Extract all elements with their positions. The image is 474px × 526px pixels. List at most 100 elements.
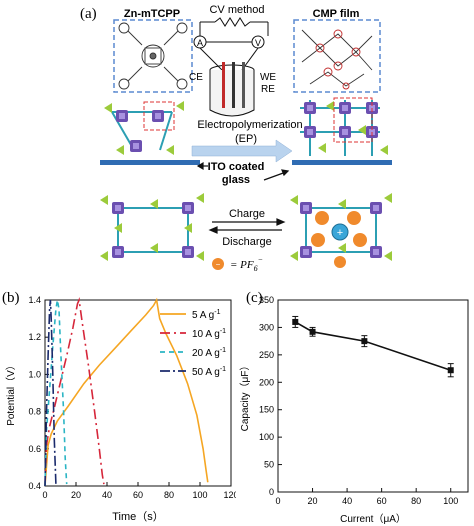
- gcd-chart: (b) 0.4 0.6 0.8 1.0 1.2 1.4 0 20 40 60 80 100 120 5…: [2, 290, 236, 523]
- x-tick-label: 100: [192, 490, 207, 500]
- ep-arrow: [191, 139, 293, 163]
- y-tick-label: 1.4: [28, 295, 41, 305]
- panel-c-label: (c): [246, 290, 263, 306]
- y-tick-label: 0.8: [28, 407, 41, 417]
- x-tick-label: 80: [411, 496, 421, 506]
- ion-legend-text: = PF6−: [230, 255, 263, 273]
- capacity-x-ticks: 0 20 40 60 80 100: [275, 488, 458, 506]
- monomer-highlight-box: [143, 101, 175, 131]
- series-line-3: [44, 299, 57, 487]
- legend-name: 10 A g: [192, 329, 220, 340]
- y-tick-label: 0.6: [28, 444, 41, 454]
- ion-legend-icon: [212, 258, 224, 270]
- film-label: CMP film: [313, 8, 360, 20]
- series-line-0: [294, 321, 451, 371]
- data-point: [309, 328, 316, 335]
- process-abbr: (EP): [235, 133, 257, 145]
- x-tick-label: 0: [42, 490, 47, 500]
- legend-sup: -1: [214, 309, 220, 316]
- gcd-x-label: Time（s）: [112, 510, 164, 523]
- capacity-plot-area: [277, 299, 469, 493]
- ce-label: CE: [189, 72, 203, 83]
- ion-legend-eq: = PF: [230, 259, 254, 271]
- y-tick-label: 100: [259, 432, 274, 442]
- legend-label-2: 20 A g-1: [192, 347, 226, 359]
- process-label: Electropolymerization: [197, 119, 302, 131]
- x-tick-label: 80: [164, 490, 174, 500]
- x-tick-label: 20: [308, 496, 318, 506]
- re-label: RE: [261, 84, 275, 95]
- monomer-label: Zn-mTCPP: [124, 8, 180, 20]
- x-tick-label: 60: [377, 496, 387, 506]
- charge-label: Charge: [229, 208, 265, 220]
- gcd-series: [44, 297, 209, 487]
- film-box: [293, 19, 381, 93]
- monomer-box: [113, 19, 193, 93]
- ion-legend-sub: 6: [254, 264, 258, 273]
- legend-sup: -1: [220, 328, 226, 335]
- panel-a-label: (a): [80, 6, 97, 22]
- y-tick-label: 1.0: [28, 369, 41, 379]
- x-tick-label: 120: [223, 490, 236, 500]
- x-tick-label: 60: [133, 490, 143, 500]
- gcd-y-label: Potential（V）: [5, 360, 17, 426]
- y-tick-label: 200: [259, 377, 274, 387]
- capacity-chart: (c) 0 50 100 150 200 250 300 350 0 20 40 60 80 100 C…: [239, 290, 469, 525]
- film-structure: [301, 29, 373, 90]
- neutral-network: [100, 193, 204, 261]
- data-point: [447, 367, 454, 374]
- film-highlight-box: [333, 97, 373, 143]
- charged-network: [290, 193, 392, 261]
- electropolymerization-schematic: (a) Zn-mTCPP CV method A V CE WE RE CMP …: [80, 4, 392, 273]
- discharge-label: Discharge: [222, 236, 272, 248]
- y-tick-label: 250: [259, 350, 274, 360]
- ammeter-symbol: A: [197, 38, 203, 48]
- x-tick-label: 40: [342, 496, 352, 506]
- charge-discharge-arrows: [208, 218, 286, 234]
- legend-name: 20 A g: [192, 348, 220, 359]
- panel-b-label: (b): [2, 290, 20, 306]
- legend-sup: -1: [220, 347, 226, 354]
- y-tick-label: 0: [269, 487, 274, 497]
- y-tick-label: 50: [264, 460, 274, 470]
- legend-sup: -1: [220, 366, 226, 373]
- data-point: [292, 318, 299, 325]
- legend-label-0: 5 A g-1: [192, 309, 221, 321]
- electrochemical-cell: [209, 62, 255, 117]
- x-tick-label: 100: [443, 496, 458, 506]
- data-point: [361, 338, 368, 345]
- pf6-ions: [311, 211, 367, 268]
- substrate-arrows: [196, 161, 290, 181]
- y-tick-label: 150: [259, 405, 274, 415]
- x-tick-label: 20: [71, 490, 81, 500]
- left-glass: [100, 160, 200, 165]
- substrate-label-line2: glass: [222, 174, 250, 186]
- cation-plus: +: [337, 227, 343, 239]
- film-network: [300, 100, 388, 156]
- y-tick-label: 300: [259, 322, 274, 332]
- ion-legend-sup: −: [258, 255, 263, 264]
- voltmeter-symbol: V: [255, 38, 261, 48]
- legend-name: 5 A g: [192, 310, 214, 321]
- capacity-x-label: Current（μA）: [340, 513, 406, 525]
- cation-charge: [331, 223, 349, 241]
- substrate-label-line1: ITO coated: [208, 161, 265, 173]
- y-tick-label: 350: [259, 295, 274, 305]
- y-tick-label: 1.2: [28, 332, 41, 342]
- x-tick-label: 40: [102, 490, 112, 500]
- y-tick-label: 0.4: [28, 481, 41, 491]
- capacity-y-label: Capacity（μF）: [239, 361, 251, 432]
- we-label: WE: [260, 72, 276, 83]
- x-tick-label: 0: [275, 496, 280, 506]
- legend-label-3: 50 A g-1: [192, 366, 226, 378]
- gcd-legend: 5 A g-110 A g-120 A g-150 A g-1: [160, 309, 226, 378]
- monomer-network: [104, 101, 184, 155]
- gcd-x-ticks: 0 20 40 60 80 100 120: [42, 482, 236, 500]
- series-line-2: [44, 299, 68, 487]
- series-line-1: [44, 297, 105, 487]
- capacity-y-ticks: 0 50 100 150 200 250 300 350: [259, 295, 282, 497]
- right-glass: [292, 160, 392, 165]
- series-line-0: [44, 297, 209, 487]
- legend-name: 50 A g: [192, 367, 220, 378]
- capacity-series: [292, 315, 454, 378]
